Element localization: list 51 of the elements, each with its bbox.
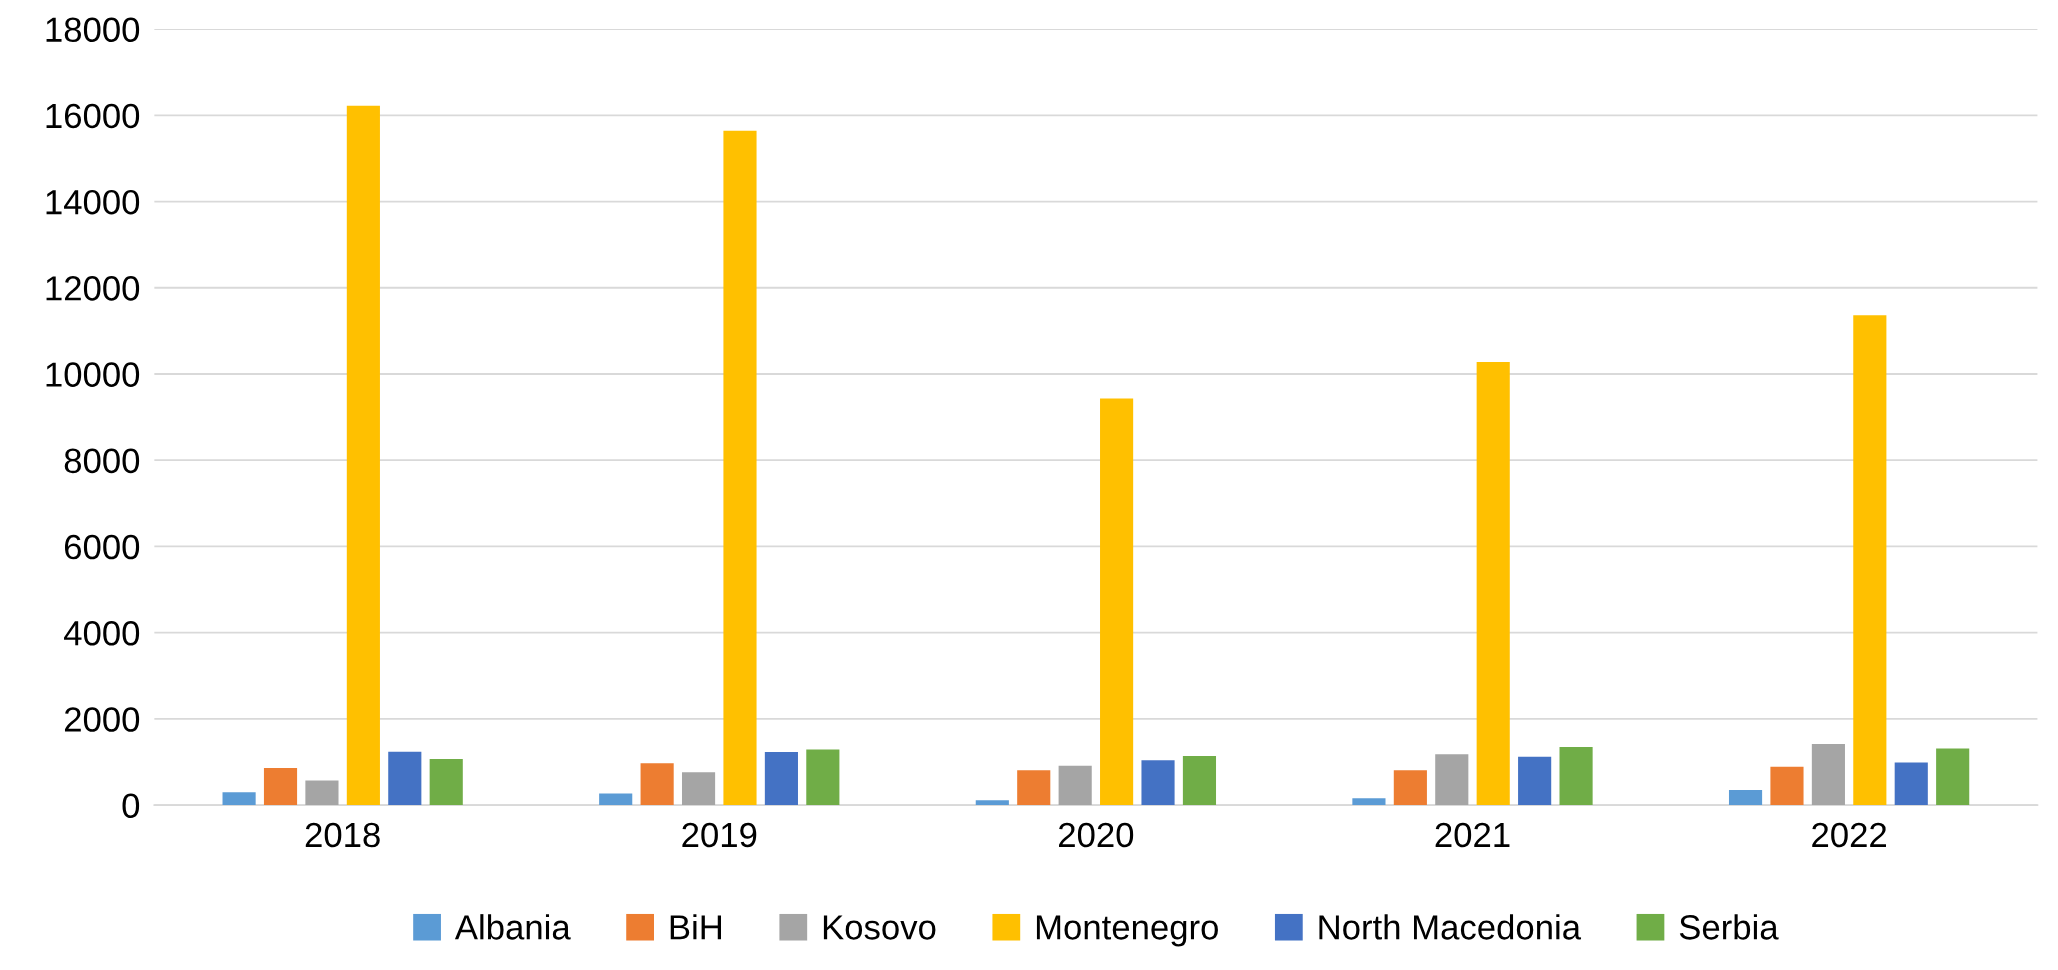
y-tick-label: 18000 [46, 17, 140, 43]
y-tick-label: 4000 [64, 620, 140, 646]
legend-label: North Macedonia [1319, 914, 1582, 940]
y-tick-label: 8000 [64, 448, 140, 474]
x-tick-label: 2019 [682, 822, 757, 848]
x-tick-label: 2021 [1435, 822, 1510, 848]
bar [1435, 754, 1469, 806]
bar [764, 752, 798, 806]
y-tick-label: 2000 [64, 707, 140, 732]
bar [1853, 315, 1887, 806]
x-tick-label: 2022 [1812, 822, 1886, 848]
y-tick-label: 0 [122, 793, 140, 819]
legend-label: Albania [454, 914, 571, 940]
legend-label: Kosovo [823, 915, 936, 940]
bar [1352, 798, 1386, 806]
bar [346, 105, 380, 806]
bar [599, 793, 633, 806]
x-tick-label: 2018 [305, 822, 380, 848]
x-tick-label: 2020 [1059, 822, 1134, 848]
bar [806, 749, 840, 806]
y-tick-label: 6000 [64, 534, 140, 560]
bar [1811, 743, 1845, 806]
y-tick-label: 14000 [46, 189, 140, 215]
y-tick-label: 16000 [46, 103, 140, 129]
bar [1559, 746, 1593, 806]
bar [681, 772, 716, 806]
y-tick-label: 12000 [46, 276, 140, 301]
bar [263, 768, 298, 806]
bar [1728, 790, 1763, 806]
bar [1770, 766, 1804, 806]
bar [1476, 361, 1510, 806]
bar [222, 792, 256, 806]
y-tick-label: 10000 [46, 362, 140, 387]
bar [723, 130, 757, 806]
bar [1141, 760, 1175, 806]
bar [1518, 756, 1552, 806]
bar [640, 763, 674, 806]
bar [975, 800, 1009, 806]
bar [388, 751, 422, 806]
legend-label: Montenegro [1036, 915, 1218, 947]
bar [1100, 398, 1134, 806]
bar [305, 780, 339, 806]
legend-label: Serbia [1679, 914, 1779, 940]
bar [1182, 755, 1217, 806]
bar [1017, 770, 1051, 806]
bar [1894, 762, 1928, 806]
legend-label: BiH [670, 914, 722, 940]
bar [1936, 748, 1970, 806]
bar [1393, 770, 1427, 806]
bar [1058, 765, 1092, 806]
bar [429, 758, 463, 806]
